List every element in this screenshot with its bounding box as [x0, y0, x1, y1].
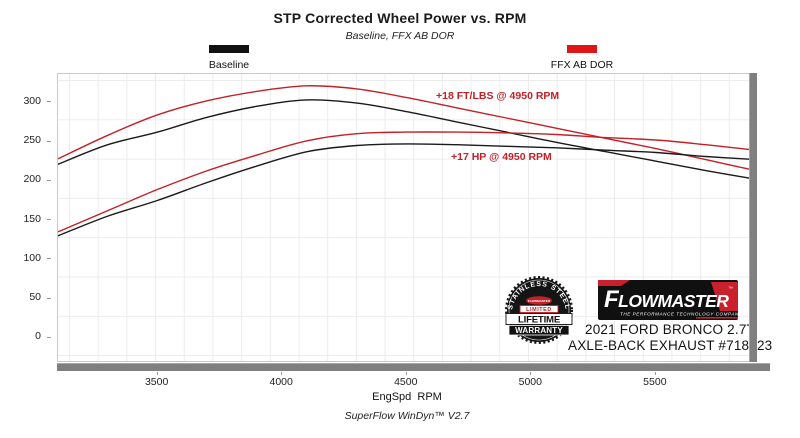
torque-gain-annotation: +18 FT/LBS @ 4950 RPM: [436, 90, 560, 102]
flowmaster-logo: FLOWMASTER ™ THE PERFORMANCE TECHNOLOGY …: [598, 280, 738, 320]
logo-trademark-symbol: ™: [728, 286, 733, 292]
x-tick-label: 4000: [269, 376, 293, 388]
y-tick-mark: [47, 219, 51, 221]
dyno-curves: [58, 85, 756, 237]
y-tick-label: 50: [29, 291, 41, 304]
y-tick-mark: [47, 297, 51, 299]
x-tick-mark: [281, 372, 283, 375]
vehicle-model-line: 2021 FORD BRONCO 2.7T: [585, 322, 755, 337]
x-tick-mark: [405, 372, 407, 375]
y-axis: 0 50 100 150 200 250 300: [0, 73, 57, 362]
chart-title: STP Corrected Wheel Power vs. RPM: [273, 10, 527, 26]
y-tick-label: 0: [35, 330, 41, 343]
dyno-software-credit: SuperFlow WinDyn™ V2.7: [344, 410, 470, 422]
lifetime-warranty-seal: STAINLESS STEEL FLOWMASTER LIMITED LIFET…: [505, 276, 573, 344]
exhaust-part-line: AXLE-BACK EXHAUST #718123: [568, 338, 773, 353]
x-tick-label: 5500: [643, 376, 667, 388]
legend-label-ffx-ab-dor: FFX AB DOR: [550, 59, 614, 71]
chart-subtitle: Baseline, FFX AB DOR: [345, 30, 455, 42]
y-tick-mark: [47, 258, 51, 260]
curve-ffx-ab-dor-torque-ft-lbs-: [58, 85, 756, 172]
curve-baseline-power-hp-: [58, 143, 756, 237]
seal-lifetime-text: LIFETIME: [518, 315, 561, 326]
y-tick-label: 300: [23, 94, 41, 107]
x-tick-mark: [156, 372, 158, 375]
logo-red-accent-right: [711, 282, 738, 311]
seal-limited-text: LIMITED: [526, 307, 552, 313]
y-tick-mark: [47, 179, 51, 181]
x-tick-mark: [654, 372, 656, 375]
x-tick-mark: [530, 372, 532, 375]
y-tick-mark: [47, 101, 51, 103]
logo-wordmark: FLOWMASTER: [604, 286, 729, 313]
x-axis-label: EngSpd RPM: [372, 391, 442, 403]
horizontal-scrollbar[interactable]: [57, 363, 770, 371]
legend-item-ffx-ab-dor: FFX AB DOR: [532, 45, 632, 73]
y-tick-label: 100: [23, 251, 41, 264]
y-tick-label: 250: [23, 134, 41, 147]
y-tick-mark: [47, 336, 51, 338]
curve-baseline-torque-ft-lbs-: [58, 99, 756, 180]
x-axis: 3500 4000 4500 5000 5500: [57, 372, 757, 392]
legend-label-baseline: Baseline: [208, 59, 250, 71]
y-tick-label: 200: [23, 173, 41, 186]
logo-tagline: THE PERFORMANCE TECHNOLOGY COMPANY: [620, 312, 738, 317]
y-tick-mark: [47, 140, 51, 142]
curve-ffx-ab-dor-power-hp-: [58, 131, 756, 233]
vehicle-info: 2021 FORD BRONCO 2.7T AXLE-BACK EXHAUST …: [568, 322, 772, 354]
y-tick-label: 150: [23, 212, 41, 225]
x-tick-label: 3500: [144, 376, 169, 388]
ffx-color-swatch: [567, 45, 597, 53]
baseline-color-swatch: [209, 45, 249, 53]
logo-red-accent-left: [598, 280, 630, 286]
plot-area: +18 FT/LBS @ 4950 RPM +17 HP @ 4950 RPM: [57, 73, 757, 362]
seal-warranty-text: WARRANTY: [515, 326, 563, 335]
seal-brand-text: FLOWMASTER: [528, 299, 551, 303]
legend-item-baseline: Baseline: [179, 45, 279, 73]
x-tick-label: 4500: [394, 376, 418, 388]
x-tick-label: 5000: [518, 376, 542, 388]
vertical-scrollbar[interactable]: [749, 73, 757, 362]
power-gain-annotation: +17 HP @ 4950 RPM: [451, 151, 552, 163]
